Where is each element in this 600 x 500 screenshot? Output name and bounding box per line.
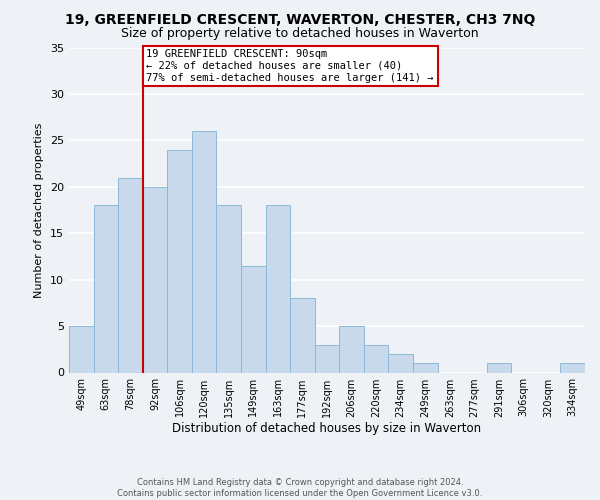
Bar xyxy=(192,131,217,372)
Bar xyxy=(217,206,241,372)
Text: Size of property relative to detached houses in Waverton: Size of property relative to detached ho… xyxy=(121,28,479,40)
Bar xyxy=(315,344,339,372)
X-axis label: Distribution of detached houses by size in Waverton: Distribution of detached houses by size … xyxy=(172,422,482,436)
Bar xyxy=(364,344,388,372)
Bar xyxy=(241,266,266,372)
Bar xyxy=(118,178,143,372)
Text: 19 GREENFIELD CRESCENT: 90sqm
← 22% of detached houses are smaller (40)
77% of s: 19 GREENFIELD CRESCENT: 90sqm ← 22% of d… xyxy=(146,50,434,82)
Bar xyxy=(290,298,315,372)
Text: Contains HM Land Registry data © Crown copyright and database right 2024.
Contai: Contains HM Land Registry data © Crown c… xyxy=(118,478,482,498)
Bar xyxy=(560,363,585,372)
Bar xyxy=(388,354,413,372)
Bar xyxy=(69,326,94,372)
Bar xyxy=(266,206,290,372)
Bar xyxy=(339,326,364,372)
Bar xyxy=(167,150,192,372)
Y-axis label: Number of detached properties: Number of detached properties xyxy=(34,122,44,298)
Bar xyxy=(94,206,118,372)
Bar xyxy=(143,187,167,372)
Text: 19, GREENFIELD CRESCENT, WAVERTON, CHESTER, CH3 7NQ: 19, GREENFIELD CRESCENT, WAVERTON, CHEST… xyxy=(65,12,535,26)
Bar xyxy=(487,363,511,372)
Bar xyxy=(413,363,437,372)
